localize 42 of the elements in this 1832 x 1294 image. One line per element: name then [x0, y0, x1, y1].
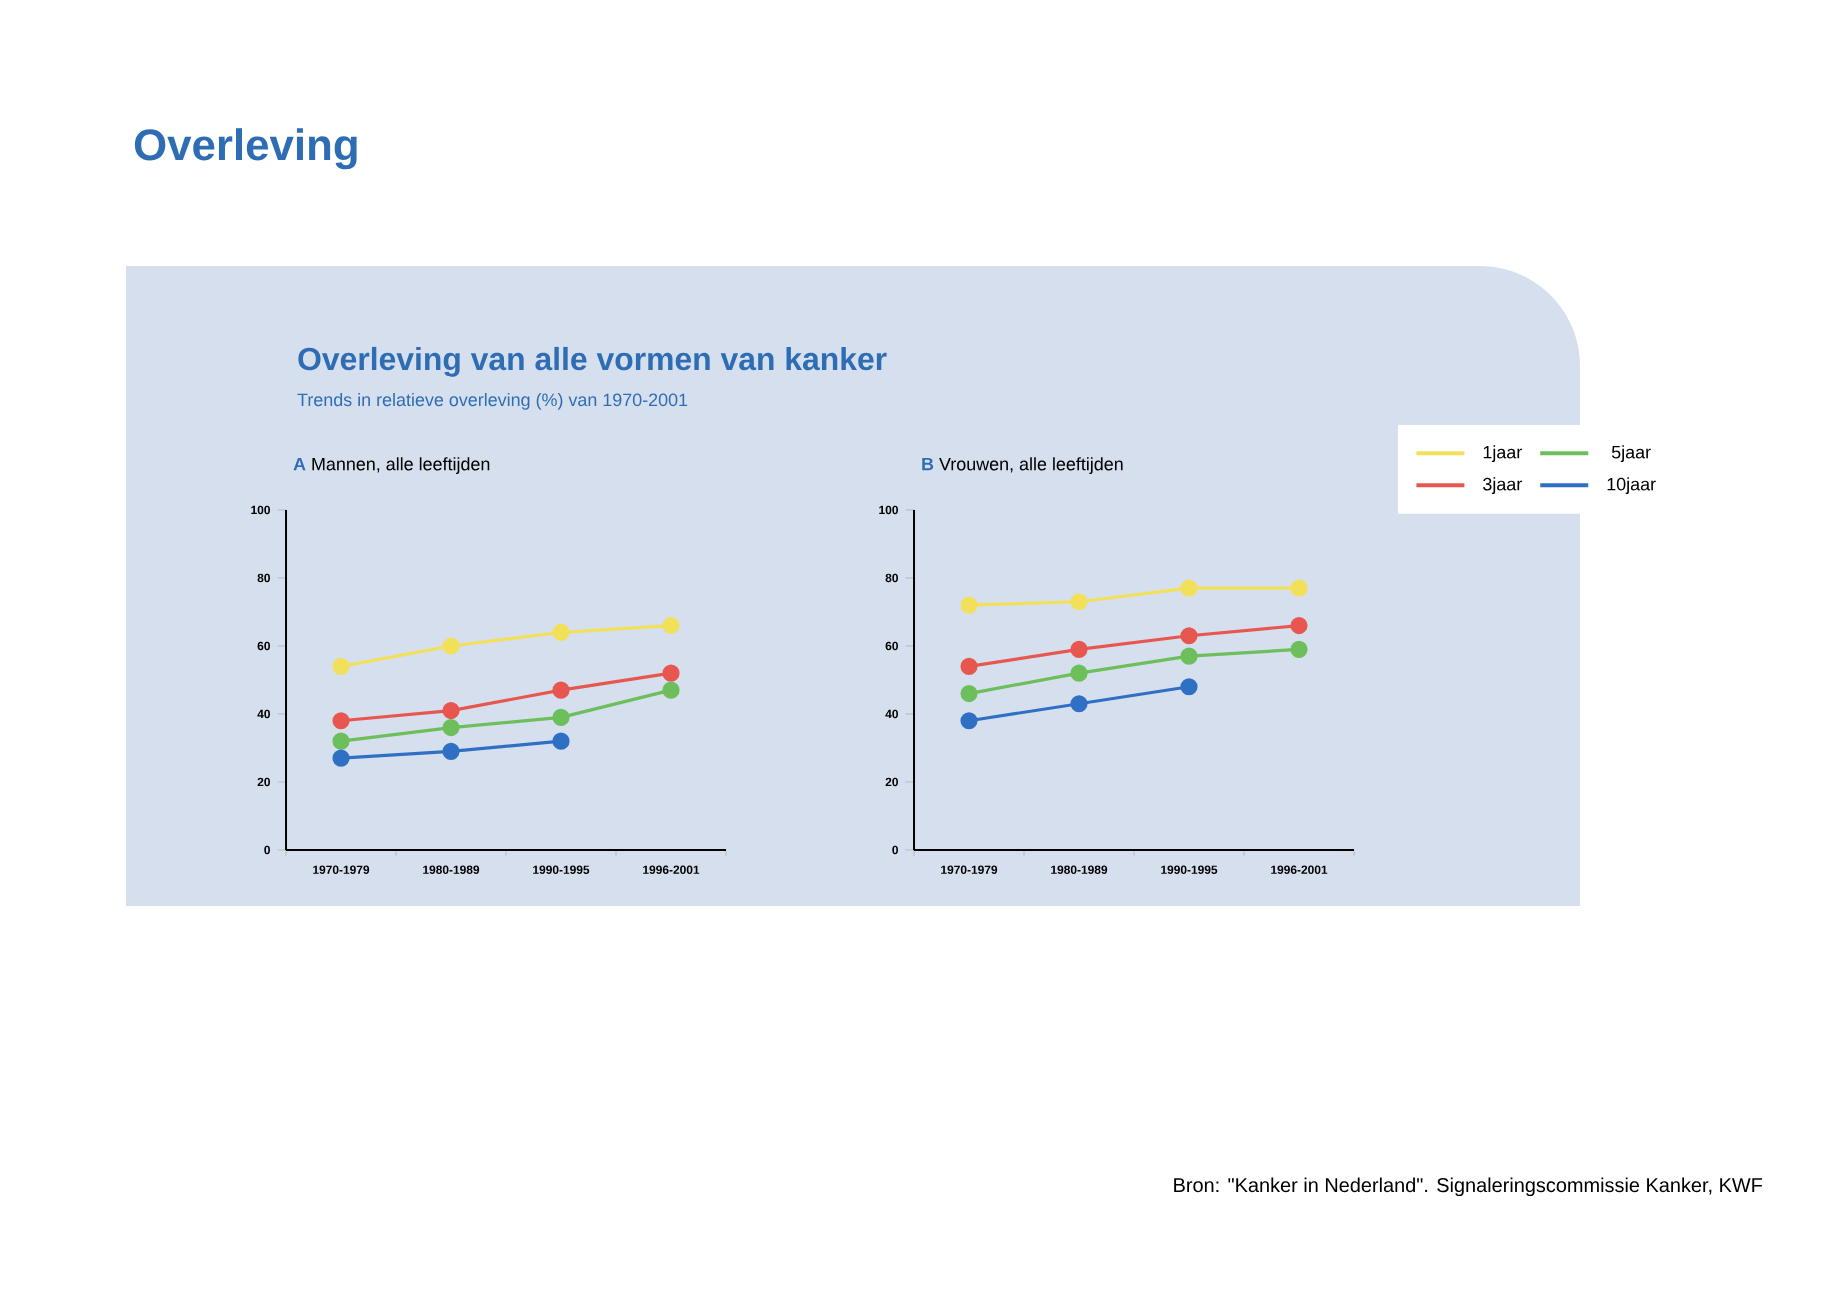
point: [960, 685, 978, 703]
point: [960, 657, 978, 675]
chart-title: Mannen, alle leeftijden: [312, 457, 490, 474]
point: [1180, 678, 1198, 696]
point: [662, 664, 680, 682]
legend-label: 5jaar: [1611, 445, 1651, 463]
point: [1070, 664, 1088, 682]
point: [1290, 616, 1308, 635]
legend-label: 1jaar: [1483, 445, 1522, 463]
point: [960, 712, 978, 730]
text: Trends in relatieve overleving (%) van 1970-2001: [297, 392, 688, 410]
point: [960, 596, 978, 614]
point: [332, 712, 350, 730]
point: [552, 623, 570, 641]
point: [1290, 640, 1308, 658]
point: [662, 616, 680, 635]
point: [442, 719, 460, 737]
point: [1180, 579, 1198, 597]
point: [1070, 695, 1088, 713]
point: [332, 657, 350, 675]
text: A: [293, 457, 306, 471]
point: [442, 702, 460, 720]
point: [1180, 647, 1198, 665]
text: Overleving: [134, 128, 357, 170]
point: [1070, 640, 1088, 658]
point: [552, 681, 570, 699]
legend-label: 3jaar: [1483, 477, 1522, 495]
point: [442, 637, 460, 655]
point: [1290, 579, 1308, 597]
point: [552, 732, 570, 750]
text: B: [922, 457, 934, 471]
point: [332, 732, 350, 750]
point: [1070, 593, 1088, 611]
text: Bron: "Kanker in Nederland". Signaleringscommissie Kanker, KWF: [1174, 1177, 1763, 1197]
point: [1180, 627, 1198, 645]
point: [442, 742, 460, 760]
point: [552, 708, 570, 726]
chart-title: Vrouwen, alle leeftijden: [939, 457, 1123, 474]
legend-label: 10jaar: [1607, 477, 1656, 495]
point: [332, 749, 350, 767]
point: [662, 681, 680, 699]
text: Overleving van alle vormen van kanker: [298, 346, 887, 377]
